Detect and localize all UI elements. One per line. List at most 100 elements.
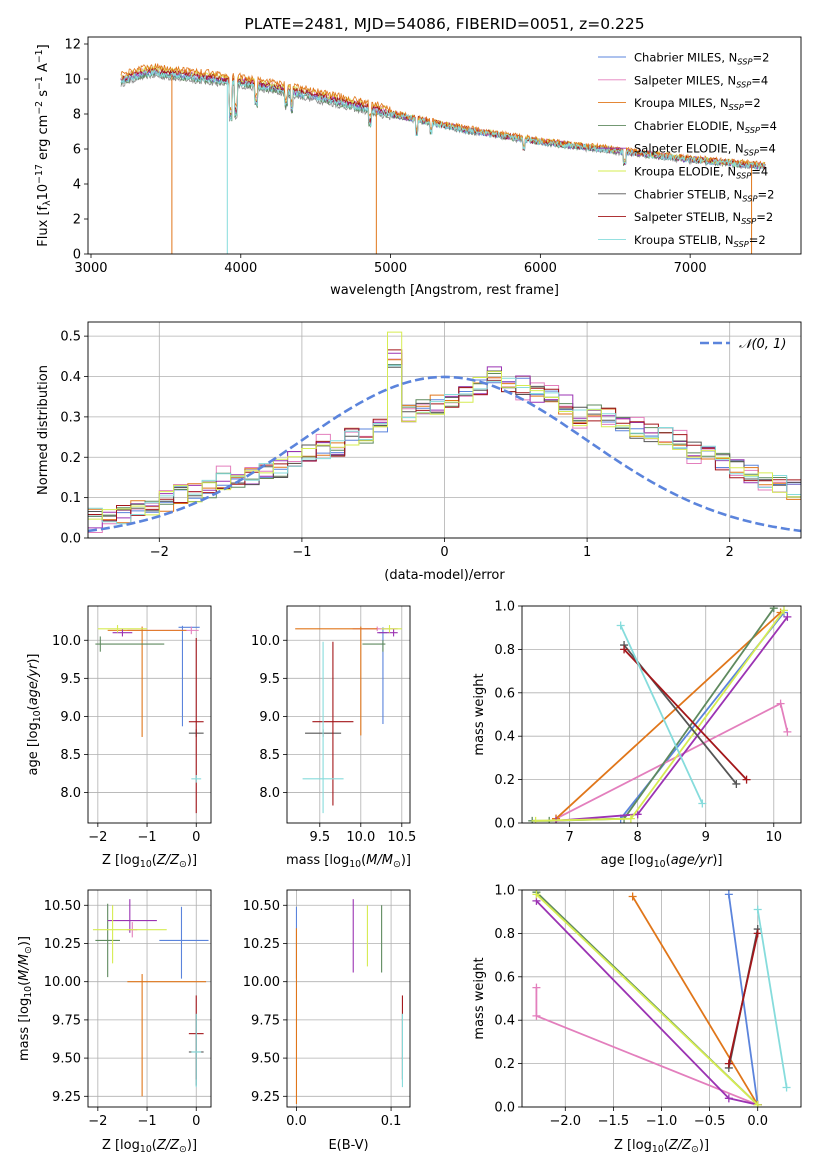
x-tick-label: 0.0 — [747, 1114, 768, 1129]
y-tick-label: 0.0 — [60, 532, 81, 547]
axes-frame — [286, 889, 411, 1108]
weight-age-panel: 7 8 9 10 0.0 0.2 0.4 0.6 0.8 1.0 age [log10(age/yr… — [472, 600, 802, 870]
y-tick-label: 4 — [73, 178, 81, 193]
y-axis-label: Normed distribution — [36, 365, 51, 495]
plus-marker — [753, 905, 762, 914]
y-tick-label: 2 — [73, 213, 81, 228]
y-tick-label: 10.25 — [44, 937, 81, 952]
x-tick-label: −2 — [88, 1114, 107, 1129]
y-tick-label: 0.2 — [60, 451, 81, 466]
x-tick-label: −1.0 — [646, 1114, 678, 1129]
legend-label: Kroupa MILES, NSSP=2 — [634, 96, 761, 112]
y-tick-label: 10.00 — [44, 975, 81, 990]
plus-marker — [779, 606, 788, 615]
x-tick-label: 10.5 — [387, 830, 416, 845]
series-line — [555, 702, 789, 820]
x-tick-label: 5000 — [374, 261, 407, 276]
axes-frame — [87, 36, 802, 255]
x-axis-label: wavelength [Angstrom, rest frame] — [330, 283, 559, 298]
plus-marker — [616, 621, 625, 630]
x-tick-label: 0 — [440, 545, 448, 560]
series-line — [727, 933, 759, 1064]
x-tick-label: 8 — [634, 830, 642, 845]
x-tick-label: 10.0 — [346, 830, 375, 845]
x-tick-label: 1 — [583, 545, 591, 560]
legend-label: Chabrier MILES, NSSP=2 — [634, 51, 769, 67]
x-axis-label: Z [log10(Z/Z⊙)] — [102, 853, 197, 870]
legend-label: Salpeter STELIB, NSSP=2 — [634, 210, 773, 226]
y-tick-label: 8 — [73, 108, 81, 123]
legend-label: Chabrier ELODIE, NSSP=4 — [634, 119, 777, 135]
legend-label: Salpeter ELODIE, NSSP=4 — [634, 142, 776, 158]
plus-marker — [532, 1011, 541, 1020]
series-line — [619, 625, 704, 804]
axes-frame — [87, 889, 212, 1108]
plus-marker — [628, 892, 637, 901]
weight-z-panel: −2.0 −1.5 −1.0 −0.5 0.0 0.0 0.2 0.4 0.6 0.8 1.0 Z [… — [472, 884, 802, 1155]
x-tick-label: 4000 — [224, 261, 257, 276]
legend-label: Chabrier STELIB, NSSP=2 — [634, 187, 774, 203]
x-tick-label: −2.0 — [550, 1114, 582, 1129]
legend-label: 𝒩(0, 1) — [739, 337, 786, 352]
series-line — [623, 648, 748, 781]
y-tick-label: 8.0 — [259, 786, 280, 801]
series-line — [535, 987, 759, 1106]
y-tick-label: 0.6 — [494, 970, 515, 985]
y-tick-label: 9.75 — [251, 1013, 280, 1028]
x-tick-label: −1 — [137, 1114, 156, 1129]
series-line — [535, 893, 759, 1106]
histogram-series — [88, 331, 801, 520]
x-axis-label: age [log10(age/yr)] — [600, 853, 722, 870]
legend-label: Salpeter MILES, NSSP=4 — [634, 73, 768, 89]
plus-marker — [783, 727, 792, 736]
y-axis-label: mass weight — [472, 673, 487, 755]
x-tick-label: −1 — [292, 545, 311, 560]
axes-frame — [87, 321, 802, 539]
axes-frame — [521, 889, 802, 1108]
histogram-series — [88, 365, 801, 525]
y-tick-label: 0.8 — [494, 643, 515, 658]
x-tick-label: 3000 — [74, 261, 107, 276]
y-tick-label: 10.0 — [251, 634, 280, 649]
x-tick-label: −0.5 — [694, 1114, 726, 1129]
series-line — [535, 609, 785, 822]
normal-curve — [88, 375, 801, 533]
x-tick-label: 9 — [702, 830, 710, 845]
mass-ebv-panel: 0.0 0.1 9.25 9.50 9.75 10.00 10.25 10.50 E(B-V) — [243, 889, 411, 1153]
y-tick-label: 9.25 — [251, 1090, 280, 1105]
x-tick-label: 7 — [565, 830, 573, 845]
y-tick-label: 8.5 — [259, 748, 280, 763]
y-axis-label: mass [log10(M/M⊙)] — [17, 936, 34, 1061]
y-axis-label: age [log10(age/yr)] — [26, 653, 43, 775]
errorbar-group — [295, 899, 403, 1104]
series-line — [631, 896, 759, 1106]
y-tick-label: 0.6 — [494, 686, 515, 701]
spectrum-lines — [120, 63, 766, 254]
y-tick-label: 9.0 — [259, 710, 280, 725]
y-tick-label: 1.0 — [494, 600, 515, 615]
y-tick-label: 0.1 — [60, 491, 81, 506]
x-tick-label: 6000 — [524, 261, 557, 276]
axes-frame — [87, 605, 212, 824]
series-line — [555, 611, 782, 820]
y-tick-label: 0.0 — [494, 1101, 515, 1116]
x-tick-label: 10 — [766, 830, 783, 845]
y-tick-label: 0 — [73, 248, 81, 263]
plus-marker — [753, 1100, 762, 1107]
series-line — [756, 909, 788, 1088]
y-tick-label: 0.2 — [494, 1057, 515, 1072]
figure-title: PLATE=2481, MJD=54086, FIBERID=0051, z=0… — [244, 15, 644, 33]
spectrum-series — [120, 69, 766, 171]
y-tick-label: 8.5 — [60, 748, 81, 763]
spectrum-series — [120, 63, 766, 168]
y-tick-label: 0.4 — [60, 370, 81, 385]
y-tick-label: 8.0 — [60, 786, 81, 801]
spectrum-panel: 3000 4000 5000 6000 7000 0 2 4 6 8 10 12 wavelength … — [34, 36, 802, 298]
residual-panel: −2 −1 0 1 2 0.0 0.1 0.2 0.3 0.4 0.5 (data-model)/er… — [36, 321, 802, 583]
y-tick-label: 9.50 — [251, 1052, 280, 1067]
plus-marker — [626, 814, 635, 823]
plus-marker — [753, 929, 762, 938]
series-line — [623, 644, 738, 785]
x-tick-label: 0.1 — [381, 1114, 402, 1129]
y-tick-label: 9.0 — [60, 710, 81, 725]
